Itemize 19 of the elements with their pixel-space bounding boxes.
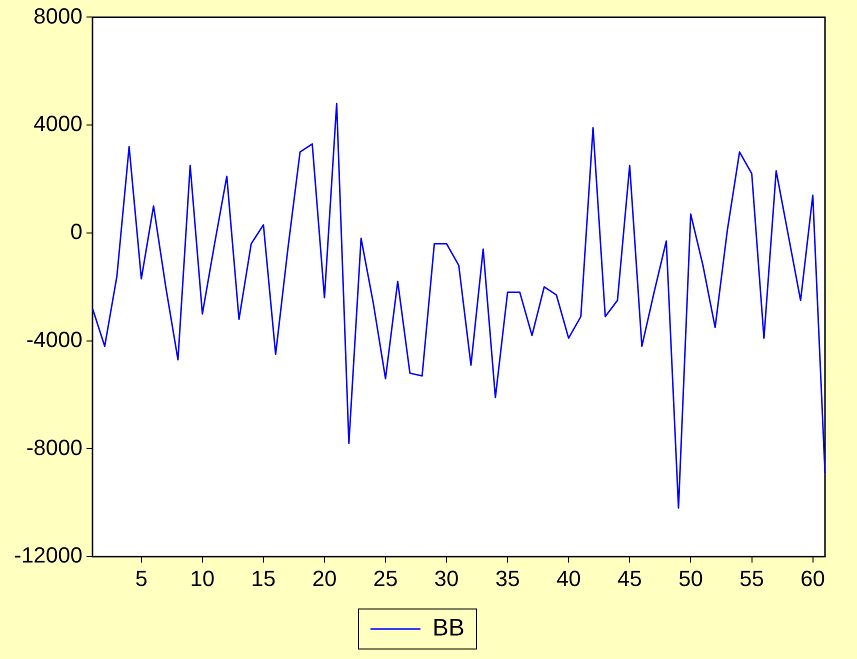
x-tick-label: 10	[190, 566, 215, 591]
x-tick-label: 40	[556, 566, 581, 591]
y-tick-label: 4000	[34, 111, 83, 136]
x-tick-label: 15	[251, 566, 276, 591]
x-tick-label: 20	[312, 566, 337, 591]
y-tick-label: -8000	[26, 434, 83, 460]
x-tick-label: 60	[800, 566, 826, 591]
x-tick-label: 25	[373, 566, 398, 591]
x-tick-label: 45	[617, 566, 642, 591]
legend-label: BB	[432, 614, 465, 642]
y-tick-label: -4000	[26, 326, 83, 352]
x-tick-label: 35	[495, 566, 520, 591]
x-tick-label: 5	[135, 566, 148, 591]
x-tick-label: 50	[678, 566, 703, 591]
x-tick-label: 55	[740, 566, 764, 591]
y-tick-label: -12000	[14, 542, 83, 568]
y-tick-label: 8000	[34, 3, 83, 28]
y-tick-label: 0	[70, 219, 83, 244]
x-tick-label: 30	[434, 566, 459, 591]
